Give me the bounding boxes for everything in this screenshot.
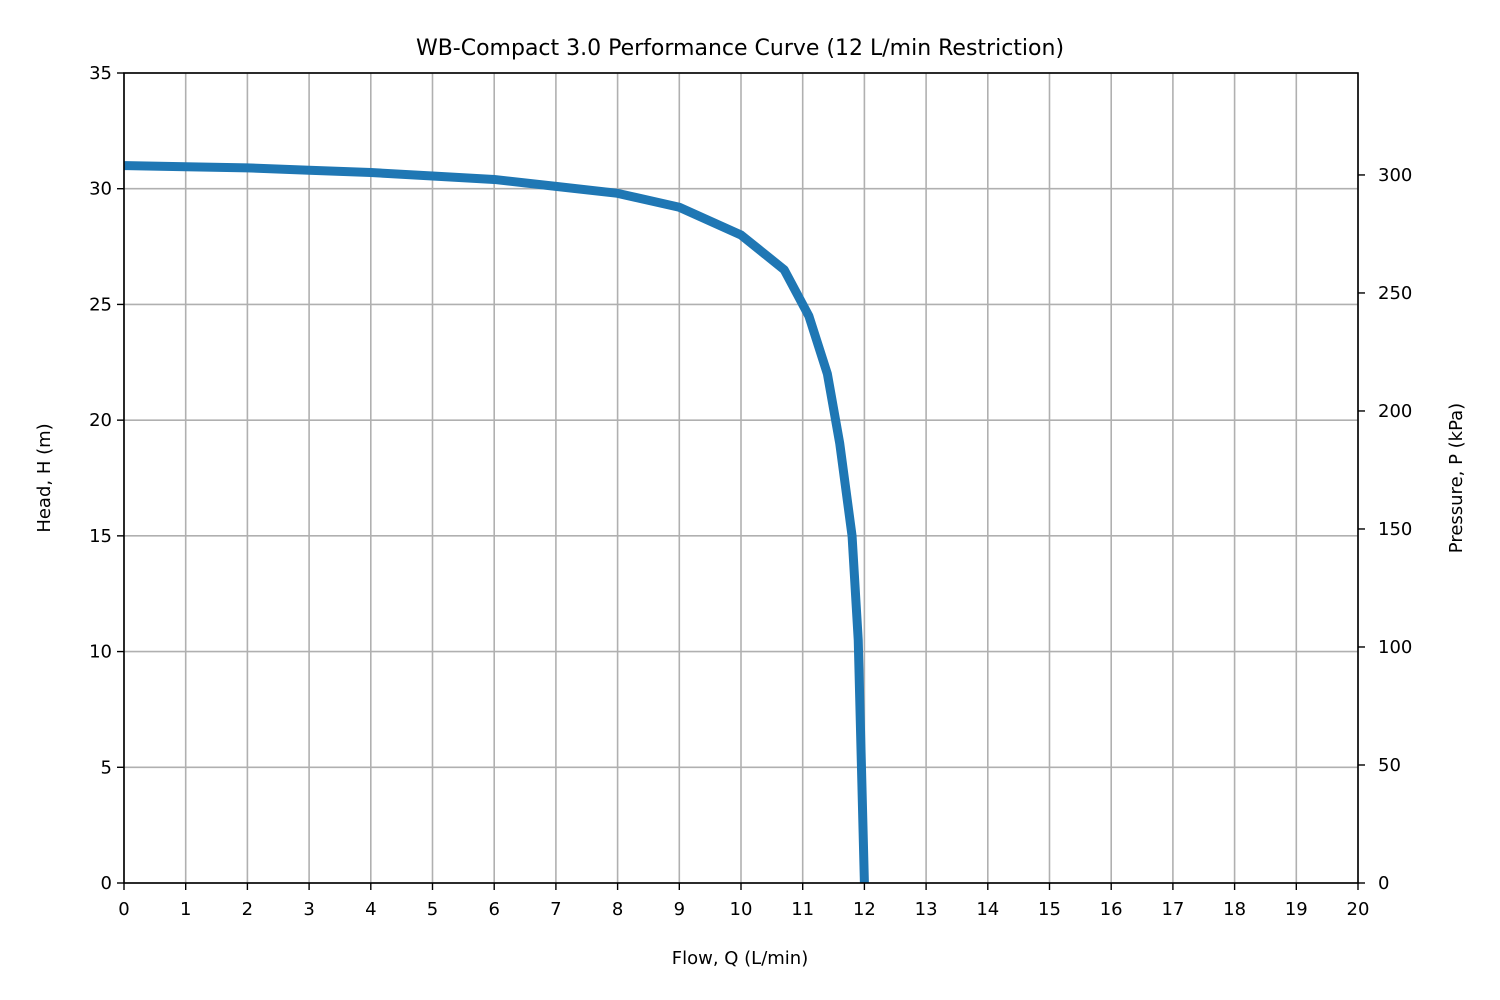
performance-curve-line <box>123 161 869 884</box>
x-tick-label: 7 <box>550 899 561 920</box>
y-tick-label: 25 <box>89 294 112 315</box>
x-axis: 0 1 2 3 4 5 6 7 8 9 10 11 12 13 14 15 16 17 18 19 20 <box>118 883 1369 920</box>
x-tick-label: 9 <box>674 899 685 920</box>
y-tick-label: 15 <box>89 526 112 547</box>
y-axis-right: 0 50 100 150 200 250 300 <box>1358 165 1412 894</box>
y-tick-label: 30 <box>89 179 112 200</box>
y2-tick-label: 0 <box>1378 873 1389 894</box>
x-tick-label: 11 <box>791 899 814 920</box>
x-tick-label: 19 <box>1285 899 1308 920</box>
x-tick-label: 17 <box>1161 899 1184 920</box>
y-tick-label: 0 <box>101 873 112 894</box>
chart-title: WB-Compact 3.0 Performance Curve (12 L/m… <box>416 36 1064 61</box>
x-tick-label: 6 <box>488 899 499 920</box>
y-axis-label: Head, H (m) <box>34 423 55 532</box>
grid <box>123 72 1359 884</box>
x-axis-label: Flow, Q (L/min) <box>672 948 809 969</box>
y-tick-label: 20 <box>89 410 112 431</box>
x-tick-label: 18 <box>1223 899 1246 920</box>
y-axis-left: 0 5 10 15 20 25 30 35 <box>89 63 124 894</box>
y-tick-label: 35 <box>89 63 112 84</box>
x-tick-label: 10 <box>730 899 753 920</box>
series-layer <box>123 161 869 884</box>
x-tick-label: 15 <box>1038 899 1061 920</box>
x-tick-label: 13 <box>915 899 938 920</box>
y2-tick-label: 250 <box>1378 283 1412 304</box>
y2-tick-label: 150 <box>1378 519 1412 540</box>
x-tick-label: 1 <box>180 899 191 920</box>
x-tick-label: 0 <box>118 899 129 920</box>
y2-axis-label: Pressure, P (kPa) <box>1446 403 1467 553</box>
y-tick-label: 10 <box>89 642 112 663</box>
x-tick-label: 4 <box>365 899 376 920</box>
x-tick-label: 16 <box>1100 899 1123 920</box>
y-tick-label: 5 <box>101 757 112 778</box>
x-tick-label: 8 <box>612 899 623 920</box>
x-tick-label: 3 <box>303 899 314 920</box>
y2-tick-label: 300 <box>1378 165 1412 186</box>
x-tick-label: 5 <box>427 899 438 920</box>
y2-tick-label: 200 <box>1378 401 1412 422</box>
y2-tick-label: 100 <box>1378 637 1412 658</box>
x-tick-label: 14 <box>976 899 999 920</box>
x-tick-label: 20 <box>1347 899 1370 920</box>
x-tick-label: 12 <box>853 899 876 920</box>
y2-tick-label: 50 <box>1378 755 1401 776</box>
x-tick-label: 2 <box>242 899 253 920</box>
